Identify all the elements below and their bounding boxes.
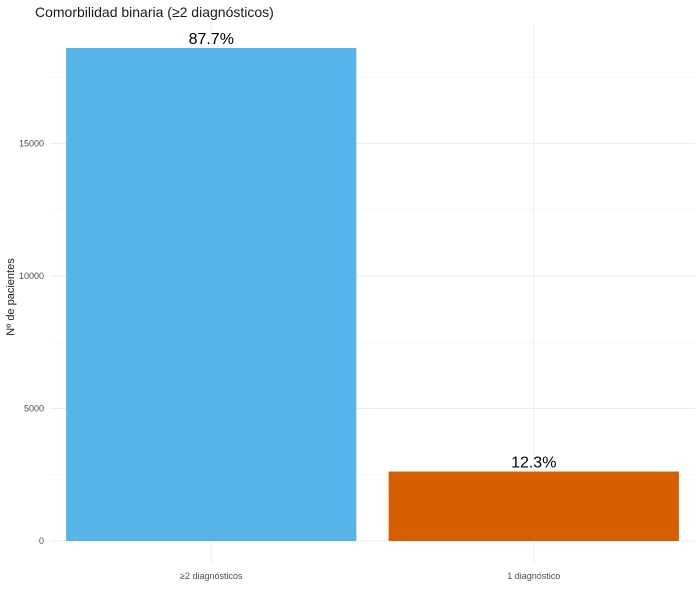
y-tick-label: 5000 bbox=[24, 403, 44, 413]
y-axis-ticks: 0 5000 10000 15000 bbox=[19, 138, 44, 546]
chart-title: Comorbilidad binaria (≥2 diagnósticos) bbox=[35, 4, 274, 20]
bar-data-label: 87.7% bbox=[189, 31, 234, 48]
y-tick-label: 10000 bbox=[19, 271, 44, 281]
y-tick-label: 15000 bbox=[19, 138, 44, 148]
x-tick-label: 1 diagnóstico bbox=[507, 571, 560, 581]
y-axis-label: Nº de pacientes bbox=[5, 258, 17, 336]
bars bbox=[66, 48, 679, 541]
bar-data-label: 12.3% bbox=[511, 455, 556, 472]
y-tick-label: 0 bbox=[39, 536, 44, 546]
x-tick-label: ≥2 diagnósticos bbox=[180, 571, 243, 581]
bar bbox=[66, 48, 357, 541]
data-labels: 87.7% 12.3% bbox=[189, 31, 557, 472]
bar bbox=[388, 471, 679, 541]
x-axis-ticks: ≥2 diagnósticos 1 diagnóstico bbox=[180, 571, 560, 581]
